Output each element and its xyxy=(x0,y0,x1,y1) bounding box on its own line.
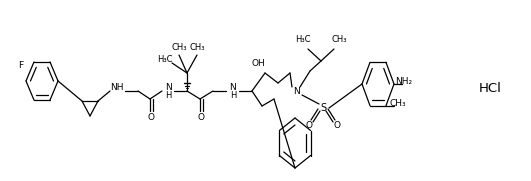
Text: O: O xyxy=(333,121,340,131)
Text: H: H xyxy=(165,92,171,100)
Text: NH: NH xyxy=(110,83,124,92)
Text: CH₃: CH₃ xyxy=(331,35,347,43)
Text: H: H xyxy=(230,92,236,100)
Text: O: O xyxy=(305,121,313,131)
Text: O: O xyxy=(198,113,204,121)
Text: CH₃: CH₃ xyxy=(172,43,187,52)
Text: O: O xyxy=(148,113,155,121)
Text: CH₃: CH₃ xyxy=(390,99,406,108)
Text: N: N xyxy=(165,83,172,92)
Text: N: N xyxy=(293,87,299,96)
Text: F: F xyxy=(19,60,23,70)
Text: N: N xyxy=(229,83,236,92)
Text: H₃C: H₃C xyxy=(157,54,173,64)
Text: HCl: HCl xyxy=(478,81,501,94)
Text: OH: OH xyxy=(251,58,265,68)
Text: NH₂: NH₂ xyxy=(396,77,413,87)
Text: H₃C: H₃C xyxy=(295,35,311,43)
Text: S: S xyxy=(320,103,326,113)
Text: CH₃: CH₃ xyxy=(189,43,205,52)
